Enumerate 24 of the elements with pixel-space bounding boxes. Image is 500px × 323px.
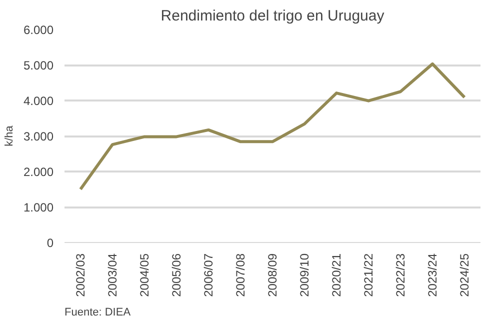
y-tick-label: 0 — [46, 236, 54, 250]
source-note: Fuente: DIEA — [64, 306, 132, 318]
x-tick-label: 2007/08 — [234, 253, 248, 297]
x-tick-label: 2008/09 — [266, 253, 280, 297]
y-tick-label: 1.000 — [23, 200, 54, 214]
y-tick-label: 2.000 — [23, 165, 54, 179]
x-tick-label: 2020/21 — [330, 253, 344, 297]
x-tick-label: 2023/24 — [426, 253, 440, 297]
y-axis-title: k/ha — [3, 124, 16, 146]
x-tick-label: 2002/03 — [74, 253, 88, 297]
x-tick-label: 2005/06 — [170, 253, 184, 297]
line-series — [79, 62, 466, 191]
x-tick-label: 2024/25 — [458, 253, 472, 297]
y-tick-label: 3.000 — [23, 130, 54, 144]
y-tick-label: 5.000 — [23, 58, 54, 72]
x-tick-label: 2009/10 — [298, 253, 312, 297]
x-tick-label: 2021/22 — [362, 253, 376, 297]
y-tick-label: 4.000 — [23, 94, 54, 108]
chart-title: Rendimiento del trigo en Uruguay — [160, 8, 385, 24]
y-tick-label: 6.000 — [23, 23, 54, 37]
x-tick-label: 2022/23 — [394, 253, 408, 297]
x-tick-label: 2003/04 — [106, 253, 120, 297]
x-tick-label: 2004/05 — [138, 253, 152, 297]
x-tick-label: 2006/07 — [202, 253, 216, 297]
